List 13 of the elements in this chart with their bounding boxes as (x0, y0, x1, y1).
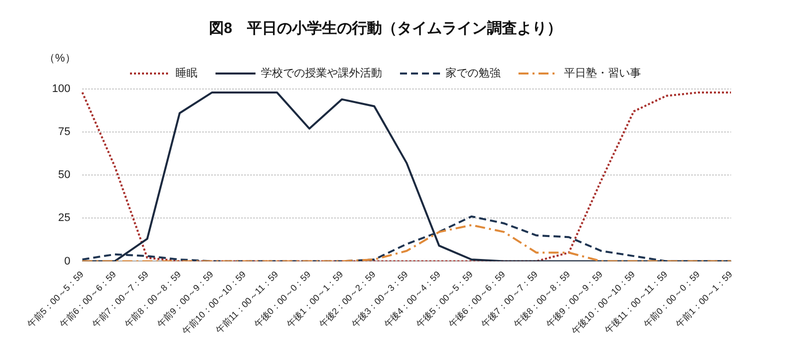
y-tick-label: 25 (58, 212, 70, 224)
y-tick-label: 100 (52, 83, 70, 96)
y-tick-label: 50 (58, 169, 70, 182)
legend-label: 学校での授業や課外活動 (261, 66, 382, 80)
line-series (81, 91, 732, 262)
legend-label: 平日塾・習い事 (564, 66, 641, 80)
y-tick-label: 0 (64, 255, 70, 268)
chart-title: 図8 平日の小学生の行動（タイムライン調査より） (208, 19, 562, 38)
legend-label: 家での勉強 (446, 66, 500, 80)
legend-label: 睡眠 (176, 66, 198, 80)
line-series (81, 224, 732, 262)
y-axis-title: （%） (44, 52, 76, 65)
y-tick-label: 75 (58, 126, 70, 138)
